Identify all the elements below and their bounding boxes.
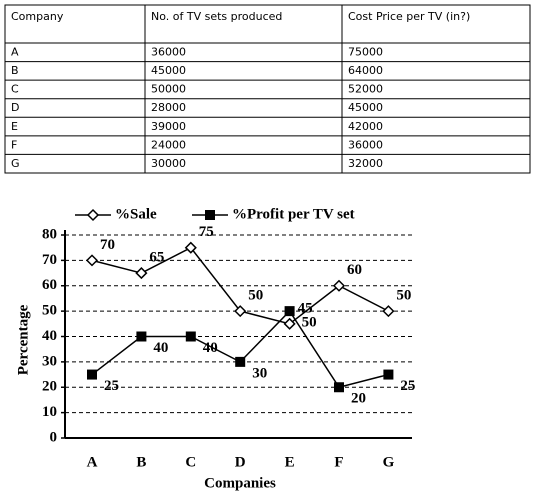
data-label: 40 xyxy=(153,340,168,356)
cell: E xyxy=(11,120,18,133)
cell: 24000 xyxy=(151,138,186,151)
marker xyxy=(284,306,295,317)
data-label: 50 xyxy=(248,288,263,304)
x-tick-label: F xyxy=(334,454,343,470)
marker xyxy=(185,331,196,342)
y-tick-label: 70 xyxy=(42,252,57,268)
cell: F xyxy=(11,138,17,151)
cell: 75000 xyxy=(348,46,383,59)
data-label: 65 xyxy=(149,250,164,266)
cell: D xyxy=(11,101,19,114)
data-table: Company No. of TV sets produced Cost Price… xyxy=(4,4,531,174)
cell: 39000 xyxy=(151,120,186,133)
y-tick-label: 80 xyxy=(42,226,57,242)
marker xyxy=(86,208,100,222)
series-line xyxy=(91,309,389,389)
y-tick-label: 10 xyxy=(42,404,57,420)
marker xyxy=(85,254,99,267)
y-tick-label: 0 xyxy=(50,429,58,445)
legend-label: %Sale xyxy=(115,206,157,222)
marker xyxy=(184,241,197,254)
y-tick-label: 60 xyxy=(42,277,57,293)
cell: 45000 xyxy=(348,101,383,114)
marker xyxy=(382,305,395,318)
header-cell: Cost Price per TV (in?) xyxy=(348,10,470,23)
cell: C xyxy=(11,83,19,96)
marker xyxy=(234,305,247,318)
marker xyxy=(235,356,246,367)
header-cell: No. of TV sets produced xyxy=(151,10,282,23)
x-tick-label: C xyxy=(185,454,196,470)
y-tick-label: 30 xyxy=(42,353,57,369)
cell: 36000 xyxy=(151,46,186,59)
chart: Companies Percentage 0 10 20 30 40 50 60 70 80 A B… xyxy=(15,206,415,491)
data-label: 75 xyxy=(199,224,214,240)
y-axis-label: Percentage xyxy=(15,304,31,375)
cell: 36000 xyxy=(348,138,383,151)
data-label: 30 xyxy=(252,365,267,381)
data-label: 25 xyxy=(104,378,119,394)
data-label: 70 xyxy=(100,237,115,253)
cell: B xyxy=(11,64,19,77)
header-cell: Company xyxy=(11,10,64,23)
data-label: 50 xyxy=(396,288,411,304)
x-tick-label: G xyxy=(383,454,395,470)
x-tick-label: D xyxy=(235,454,246,470)
cell: 30000 xyxy=(151,157,186,170)
cell: 32000 xyxy=(348,157,383,170)
cell: 42000 xyxy=(348,120,383,133)
data-label: 25 xyxy=(400,378,415,394)
cell: G xyxy=(11,157,20,170)
marker xyxy=(383,369,394,380)
marker xyxy=(136,331,147,342)
marker xyxy=(87,369,97,380)
cell: 64000 xyxy=(348,64,383,77)
y-tick-label: 50 xyxy=(42,303,57,319)
cell: 45000 xyxy=(151,64,186,77)
marker xyxy=(332,279,346,292)
table-border xyxy=(4,4,531,174)
marker xyxy=(135,267,148,280)
marker xyxy=(334,382,344,393)
y-tick-label: 20 xyxy=(42,379,57,395)
cell: 28000 xyxy=(151,101,186,114)
data-label: 45 xyxy=(298,300,313,316)
y-tick-label: 40 xyxy=(42,328,57,344)
cell: 52000 xyxy=(348,83,383,96)
cell: A xyxy=(11,46,19,59)
x-axis-label: Companies xyxy=(204,475,276,491)
marker xyxy=(283,317,296,330)
x-tick-label: A xyxy=(87,454,98,470)
marker xyxy=(205,210,215,220)
data-label: 40 xyxy=(203,340,218,356)
x-tick-label: E xyxy=(285,454,295,470)
cell: 50000 xyxy=(151,83,186,96)
data-label: 60 xyxy=(347,262,362,278)
x-tick-label: B xyxy=(136,454,146,470)
legend-label: %Profit per TV set xyxy=(232,206,355,222)
data-label: 50 xyxy=(302,315,317,331)
data-label: 20 xyxy=(351,391,366,407)
